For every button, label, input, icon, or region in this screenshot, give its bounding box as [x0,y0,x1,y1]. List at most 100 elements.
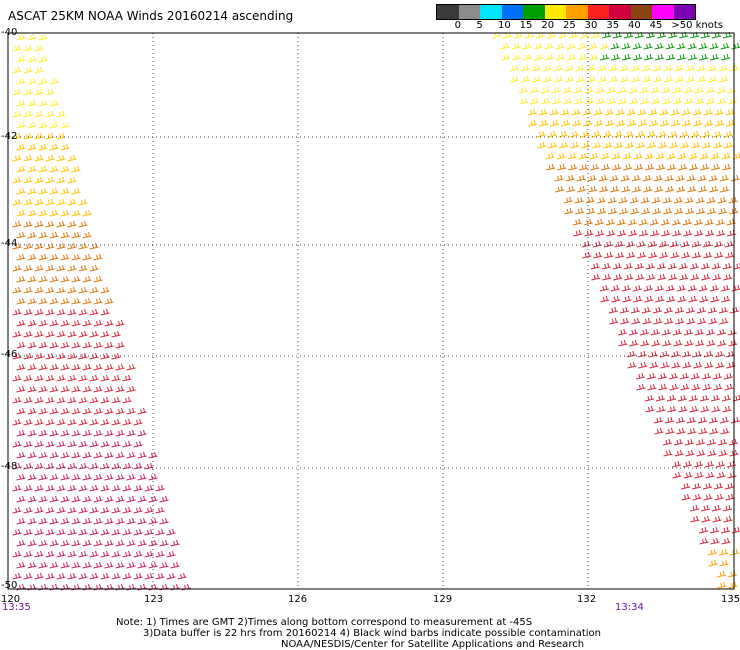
wind-barb [133,418,143,426]
wind-barb [681,108,691,116]
wind-barb [89,352,99,360]
wind-barb [12,528,22,536]
wind-barb [708,317,718,325]
wind-barb [630,306,640,314]
wind-barb [668,130,678,138]
wind-barb [720,42,730,50]
wind-barb [672,328,682,336]
wind-barb [648,108,658,116]
wind-barb [661,328,671,336]
wind-barb [104,429,114,437]
wind-barb [122,528,132,536]
wind-barb [613,130,623,138]
wind-barb [93,517,103,525]
wind-barb [56,330,66,338]
wind-barb [642,174,652,182]
wind-barb [122,484,132,492]
wind-barb [699,295,709,303]
wind-barb [115,495,125,503]
wind-barb [78,462,88,470]
wind-barb [719,174,729,182]
wind-barb [45,572,55,580]
wind-barb [637,108,647,116]
wind-barb [34,132,44,140]
wind-barb [71,473,81,481]
wind-barb [588,42,598,50]
wind-barb [60,385,70,393]
wind-barb [728,438,739,446]
wind-barb [652,306,662,314]
wind-barb [82,429,92,437]
wind-barb [122,462,132,470]
wind-barb [23,418,33,426]
wind-barb [633,295,643,303]
wind-barb [34,550,44,558]
wind-barb [671,361,681,369]
wind-barb [71,165,81,173]
wind-barb [671,119,681,127]
wind-barb [599,42,609,50]
wind-barb [78,396,88,404]
wind-barb [708,559,718,567]
wind-barb [719,317,729,325]
wind-barb [89,572,99,580]
wind-barb [12,506,22,514]
wind-barb [723,130,733,138]
wind-barb [633,152,643,160]
wind-barb [677,152,687,160]
wind-barb [60,187,70,195]
wind-barb [616,119,626,127]
wind-barb [690,130,700,138]
wind-barb [148,473,158,481]
wind-barb [622,295,632,303]
wind-barb [126,473,136,481]
wind-barb [631,317,641,325]
wind-barb [82,495,92,503]
wind-barb [552,97,562,105]
wind-barb [590,262,600,270]
wind-barb [639,328,649,336]
wind-barb [45,462,55,470]
wind-barb [718,64,728,72]
wind-barb [676,427,686,435]
wind-barb [566,185,576,193]
wind-barb [45,374,55,382]
wind-barb [34,572,44,580]
wind-barb [716,570,727,578]
wind-barb [38,253,48,261]
wind-barb [699,537,709,545]
wind-barb [677,295,687,303]
wind-barb [67,242,77,250]
wind-barb [710,295,720,303]
wind-barb [126,429,136,437]
wind-barb [38,495,48,503]
wind-barb [551,86,561,94]
wind-barb [45,176,55,184]
wind-barb [520,75,531,83]
wind-barb [615,251,625,259]
wind-barb [126,363,136,371]
wind-barb [56,374,66,382]
wind-barb [93,407,103,415]
wind-barb [12,286,22,294]
wind-barb [720,427,730,435]
wind-barb [655,152,665,160]
wind-barb [631,174,641,182]
wind-barb [581,141,591,149]
wind-barb [45,154,55,162]
wind-barb [23,572,33,580]
wind-barb [49,473,59,481]
wind-barb [546,163,556,171]
wind-barb [617,86,627,94]
wind-barb [728,581,738,589]
wind-barb [16,297,26,305]
wind-barb [712,515,722,523]
wind-barb [71,253,81,261]
wind-barb [585,196,595,204]
wind-barb [566,53,577,61]
wind-barb [23,220,33,228]
wind-barb [16,143,26,151]
wind-barb [706,97,716,105]
wind-barb [23,154,33,162]
wind-barb [627,361,637,369]
